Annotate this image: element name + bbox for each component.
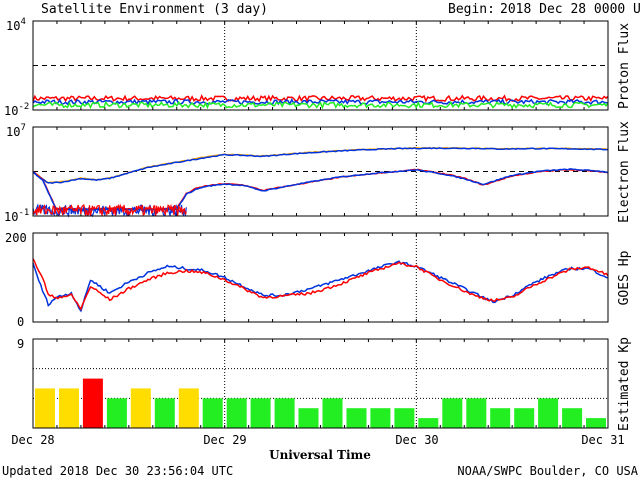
kp-bar	[59, 388, 79, 428]
xtick-dec31: Dec 31	[581, 433, 624, 447]
proton-ylabel: Proton Flux	[617, 23, 632, 109]
kp-bar	[442, 398, 463, 428]
noisy-electron-trace	[32, 203, 187, 217]
hp-ytick-top: 200	[5, 231, 27, 245]
proton-ytick-top: 104	[6, 17, 26, 33]
kp-bar	[250, 398, 271, 428]
kp-bar	[418, 418, 439, 428]
chart-marks	[32, 20, 609, 429]
kp-bar	[178, 388, 199, 428]
kp-bar	[130, 388, 151, 428]
kp-bar	[346, 408, 367, 428]
xtick-dec29: Dec 29	[203, 433, 246, 447]
series-line-blue	[32, 147, 609, 184]
begin-value: 2018 Dec 28 0000 UTC	[500, 2, 640, 17]
proton-ytick-bottom: 10-2	[4, 102, 29, 118]
kp-bar	[154, 398, 175, 428]
kp-bar	[35, 388, 55, 428]
plot-title: Satellite Environment (3 day)	[41, 2, 268, 17]
kp-bar	[490, 408, 511, 428]
series-line-blue	[32, 98, 609, 106]
xtick-dec28: Dec 28	[11, 433, 54, 447]
kp-bar	[538, 398, 559, 428]
x-axis-label: Universal Time	[269, 448, 371, 462]
credit-text: NOAA/SWPC Boulder, CO USA	[457, 464, 638, 478]
kp-bar	[562, 408, 583, 428]
kp-bar	[82, 378, 103, 428]
kp-bar	[274, 398, 295, 428]
hp-panel-frame	[32, 232, 609, 323]
panel-border	[32, 126, 609, 217]
kp-bar	[466, 398, 487, 428]
kp-bar	[370, 408, 391, 428]
electron-ytick-bottom: 10-1	[4, 208, 29, 224]
electron-ytick-top: 107	[6, 123, 26, 139]
kp-bar	[322, 398, 343, 428]
kp-bar	[298, 408, 319, 428]
xtick-dec30: Dec 30	[395, 433, 438, 447]
hp-ytick-bottom: 0	[17, 315, 24, 329]
series-line-green	[32, 100, 609, 110]
kp-ytick-top: 9	[17, 337, 24, 351]
panel-border	[32, 232, 609, 323]
kp-bar	[586, 418, 606, 428]
hp-ylabel: GOES Hp	[617, 250, 632, 305]
kp-bar	[514, 408, 535, 428]
updated-timestamp: Updated 2018 Dec 30 23:56:04 UTC	[2, 464, 233, 478]
kp-bar	[226, 398, 247, 428]
kp-ylabel: Estimated Kp	[617, 337, 632, 431]
begin-label: Begin:	[448, 2, 495, 17]
panel-border	[32, 338, 609, 429]
kp-bar	[106, 398, 127, 428]
series-line-blue	[32, 260, 609, 313]
kp-bar	[394, 408, 415, 428]
electron-ylabel: Electron Flux	[617, 121, 632, 223]
series-line-red	[32, 258, 609, 311]
kp-bar	[202, 398, 223, 428]
panel-border	[32, 20, 609, 111]
